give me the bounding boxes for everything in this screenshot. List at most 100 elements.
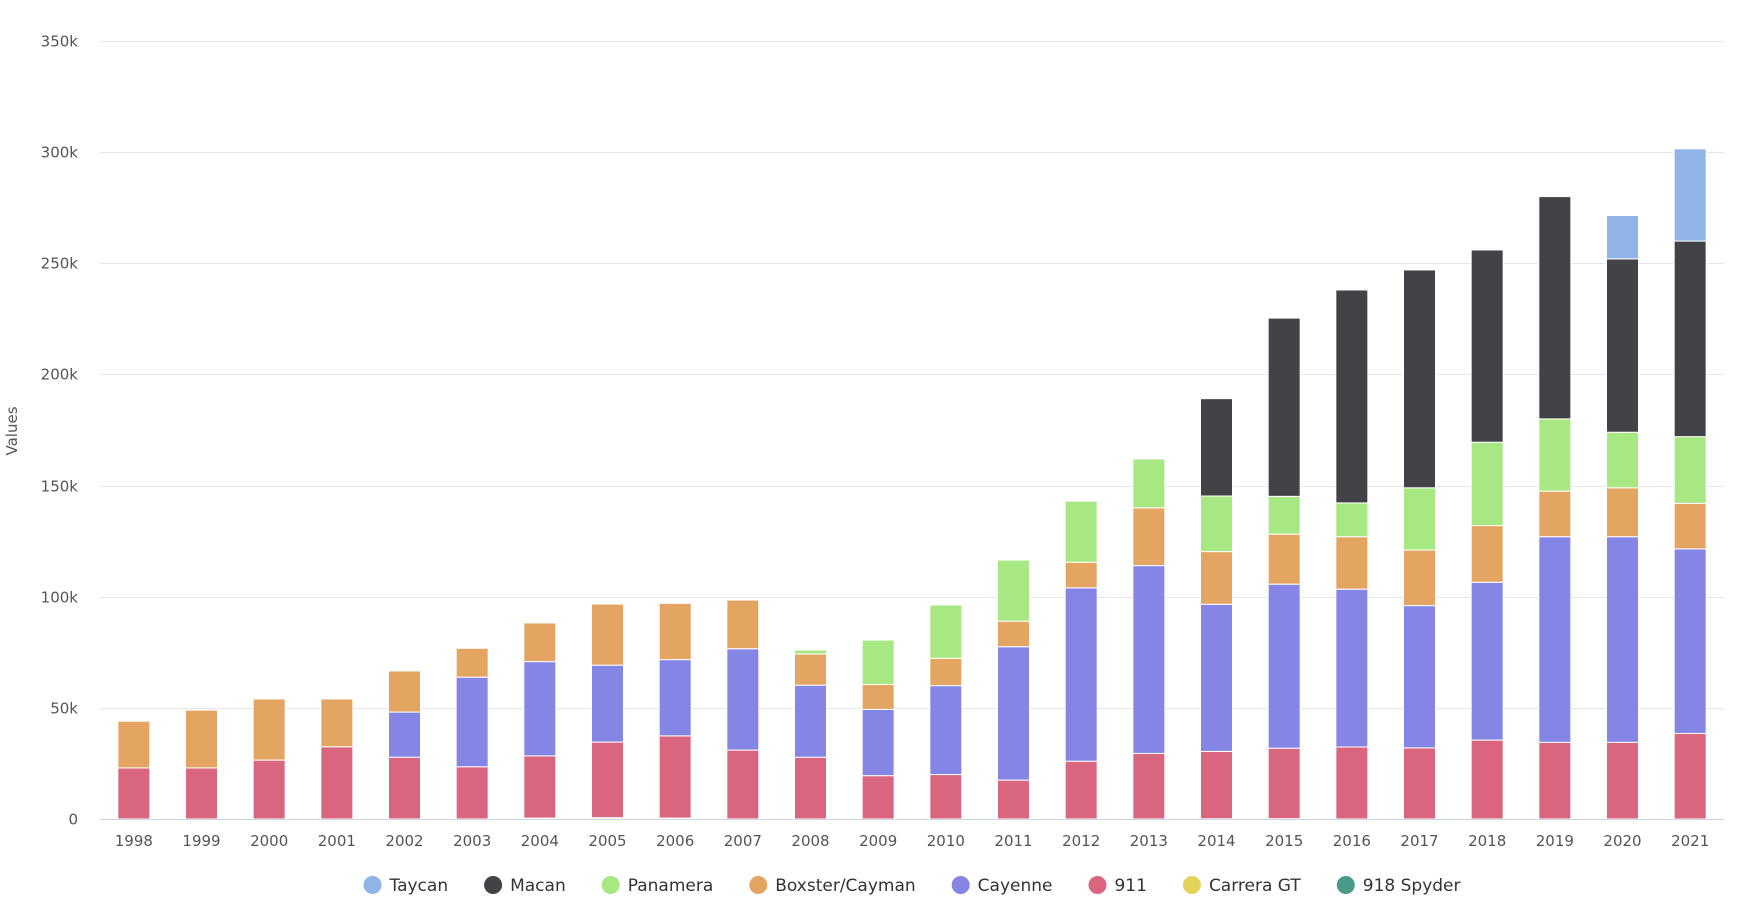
legend-item-macan[interactable]: Macan <box>484 876 566 896</box>
bar-segment-boxster-cayman-2010[interactable] <box>929 657 963 687</box>
bar-segment-boxster-cayman-2009[interactable] <box>861 684 895 710</box>
bar-segment-macan-2019[interactable] <box>1538 196 1572 420</box>
bar-segment-taycan-2020[interactable] <box>1606 214 1639 260</box>
bar-segment-panamera-2018[interactable] <box>1470 441 1504 527</box>
bar-segment-cayenne-2009[interactable] <box>861 708 895 777</box>
bar-segment-911-2009[interactable] <box>861 775 895 820</box>
bar-segment-911-2013[interactable] <box>1132 752 1166 820</box>
bar-segment-boxster-cayman-2019[interactable] <box>1538 490 1572 538</box>
bar-segment-911-2017[interactable] <box>1403 747 1436 820</box>
bar-segment-macan-2017[interactable] <box>1403 269 1436 489</box>
bar-segment-boxster-cayman-1998[interactable] <box>117 720 151 769</box>
bar-segment-boxster-cayman-2004[interactable] <box>523 622 557 663</box>
bar-segment-911-2020[interactable] <box>1606 741 1639 820</box>
bar-segment-panamera-2012[interactable] <box>1064 500 1098 563</box>
legend-item-918-spyder[interactable]: 918 Spyder <box>1336 876 1461 896</box>
bar-segment-911-2006[interactable] <box>658 735 692 819</box>
bar-segment-911-2010[interactable] <box>929 774 963 820</box>
bar-segment-panamera-2011[interactable] <box>997 559 1030 622</box>
legend-item-cayenne[interactable]: Cayenne <box>951 876 1053 896</box>
bar-segment-cayenne-2018[interactable] <box>1470 581 1504 741</box>
bar-segment-boxster-cayman-2003[interactable] <box>455 647 489 678</box>
bar-segment-911-1999[interactable] <box>185 767 218 820</box>
bar-segment-911-2002[interactable] <box>388 756 421 820</box>
bar-segment-911-2018[interactable] <box>1470 739 1504 820</box>
bar-segment-cayenne-2015[interactable] <box>1267 583 1301 749</box>
bar-segment-911-2001[interactable] <box>320 746 354 820</box>
bar-segment-boxster-cayman-2016[interactable] <box>1335 536 1369 590</box>
bar-segment-boxster-cayman-2000[interactable] <box>252 698 286 761</box>
bar-segment-macan-2020[interactable] <box>1606 258 1639 433</box>
bar-segment-boxster-cayman-2006[interactable] <box>658 602 692 661</box>
bar-segment-macan-2021[interactable] <box>1673 240 1707 438</box>
legend-item-boxster-cayman[interactable]: Boxster/Cayman <box>749 876 916 896</box>
bar-segment-panamera-2013[interactable] <box>1132 458 1166 509</box>
bar-segment-cayenne-2010[interactable] <box>929 685 963 776</box>
bar-segment-panamera-2021[interactable] <box>1673 436 1707 504</box>
bar-segment-boxster-cayman-2013[interactable] <box>1132 507 1166 567</box>
bar-segment-cayenne-2011[interactable] <box>997 646 1030 781</box>
bar-segment-911-2005[interactable] <box>591 741 624 819</box>
bar-segment-panamera-2017[interactable] <box>1403 487 1436 551</box>
bar-segment-boxster-cayman-2008[interactable] <box>794 653 827 686</box>
bar-segment-panamera-2015[interactable] <box>1267 495 1301 535</box>
bar-segment-911-2004[interactable] <box>523 755 557 819</box>
legend-item-taycan[interactable]: Taycan <box>363 876 449 896</box>
legend-item-911[interactable]: 911 <box>1088 876 1147 896</box>
bar-segment-boxster-cayman-2001[interactable] <box>320 698 354 748</box>
bar-segment-boxster-cayman-2021[interactable] <box>1673 502 1707 550</box>
bar-segment-cayenne-2005[interactable] <box>591 664 624 743</box>
bar-segment-cayenne-2007[interactable] <box>726 648 760 751</box>
bar-segment-panamera-2009[interactable] <box>861 639 895 686</box>
bar-segment-911-2003[interactable] <box>455 766 489 820</box>
bar-segment-cayenne-2002[interactable] <box>388 711 421 758</box>
bar-segment-cayenne-2006[interactable] <box>658 659 692 737</box>
bar-segment-911-2015[interactable] <box>1267 747 1301 820</box>
bar-segment-macan-2016[interactable] <box>1335 289 1369 504</box>
bar-segment-cayenne-2012[interactable] <box>1064 587 1098 762</box>
bar-segment-911-2000[interactable] <box>252 759 286 820</box>
bar-segment-boxster-cayman-2007[interactable] <box>726 599 760 650</box>
bar-segment-boxster-cayman-2018[interactable] <box>1470 525 1504 583</box>
bar-segment-cayenne-2020[interactable] <box>1606 536 1639 743</box>
bar-segment-taycan-2021[interactable] <box>1673 148 1707 242</box>
bar-segment-911-2016[interactable] <box>1335 746 1369 820</box>
bar-segment-cayenne-2008[interactable] <box>794 684 827 758</box>
bar-segment-macan-2014[interactable] <box>1200 398 1233 497</box>
bar-segment-panamera-2014[interactable] <box>1200 495 1233 553</box>
legend-item-panamera[interactable]: Panamera <box>601 876 714 896</box>
bar-segment-911-2019[interactable] <box>1538 741 1572 820</box>
bar-segment-panamera-2010[interactable] <box>929 604 963 659</box>
bar-segment-boxster-cayman-2020[interactable] <box>1606 487 1639 538</box>
bar-segment-boxster-cayman-2014[interactable] <box>1200 551 1233 605</box>
bar-segment-911-1998[interactable] <box>117 767 151 820</box>
bar-segment-cayenne-2021[interactable] <box>1673 548 1707 734</box>
bar-segment-911-2011[interactable] <box>997 779 1030 820</box>
bar-segment-panamera-2020[interactable] <box>1606 431 1639 489</box>
bar-segment-911-2012[interactable] <box>1064 760 1098 820</box>
bar-segment-cayenne-2003[interactable] <box>455 676 489 768</box>
bar-segment-panamera-2019[interactable] <box>1538 418 1572 492</box>
bar-segment-boxster-cayman-1999[interactable] <box>185 709 218 769</box>
bar-segment-911-2007[interactable] <box>726 749 760 820</box>
bar-segment-cayenne-2004[interactable] <box>523 661 557 757</box>
bar-segment-boxster-cayman-2002[interactable] <box>388 670 421 713</box>
bar-segment-911-2014[interactable] <box>1200 750 1233 820</box>
bar-segment-macan-2015[interactable] <box>1267 317 1301 497</box>
bar-segment-cayenne-2013[interactable] <box>1132 565 1166 754</box>
bar-segment-cayenne-2019[interactable] <box>1538 536 1572 743</box>
bar-segment-boxster-cayman-2005[interactable] <box>591 603 624 666</box>
legend-item-carrera-gt[interactable]: Carrera GT <box>1182 876 1301 896</box>
bar-segment-boxster-cayman-2017[interactable] <box>1403 549 1436 607</box>
bar-segment-cayenne-2014[interactable] <box>1200 603 1233 752</box>
bar-segment-panamera-2008[interactable] <box>794 649 827 655</box>
bar-segment-cayenne-2016[interactable] <box>1335 588 1369 748</box>
bar-segment-cayenne-2017[interactable] <box>1403 605 1436 749</box>
bar-segment-911-2008[interactable] <box>794 756 827 820</box>
bar-segment-boxster-cayman-2011[interactable] <box>997 620 1030 648</box>
bar-segment-macan-2018[interactable] <box>1470 249 1504 443</box>
bar-segment-911-2021[interactable] <box>1673 732 1707 820</box>
bar-segment-panamera-2016[interactable] <box>1335 502 1369 538</box>
bar-segment-boxster-cayman-2012[interactable] <box>1064 561 1098 589</box>
bar-segment-boxster-cayman-2015[interactable] <box>1267 533 1301 585</box>
